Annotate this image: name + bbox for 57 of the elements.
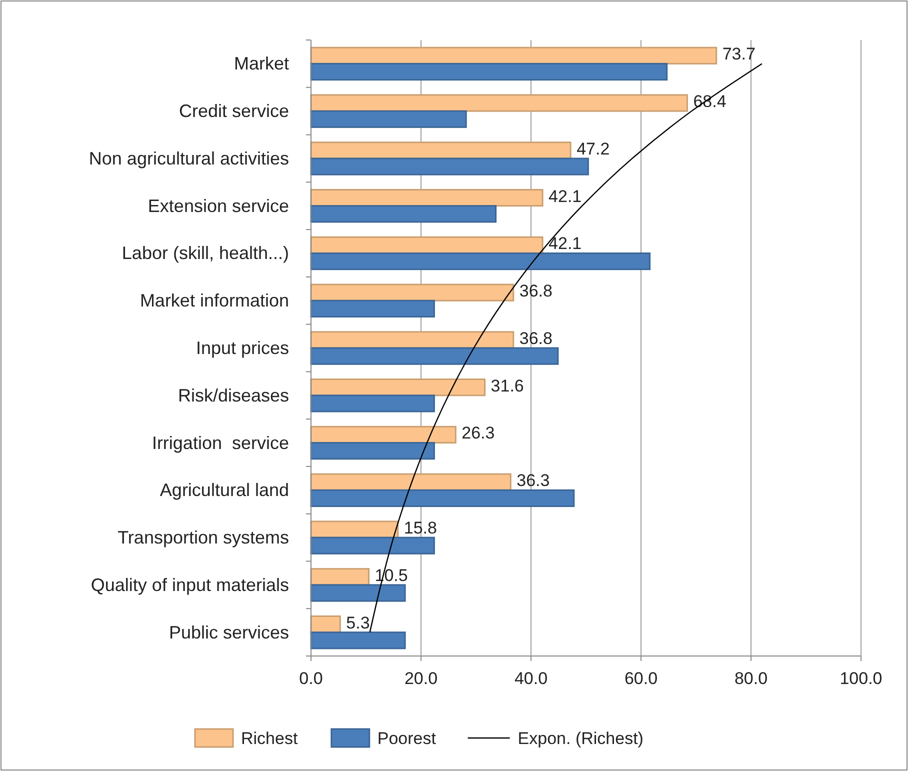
legend-label: Richest [241,729,298,748]
bar [310,158,589,176]
x-tick-label: 40.0 [514,669,548,688]
data-label: 36.8 [519,328,552,348]
y-tick-label: Market information [140,290,289,311]
bar [310,426,456,444]
bar [310,473,512,491]
data-label: 5.3 [346,613,370,632]
bar [310,300,435,318]
bar [310,489,575,508]
y-tick-label: Quality of input materials [90,574,289,595]
bar [310,205,497,223]
y-tick-label: Non agricultural activities [88,148,289,168]
legend-label: Expon. (Richest) [518,729,644,748]
y-tick-label: Market [234,54,289,74]
x-tick-label: 20.0 [404,669,438,688]
bar [310,110,467,128]
bar [310,347,559,365]
data-label: 42.1 [548,234,582,254]
bar [310,520,399,538]
bar [310,62,668,81]
data-label: 31.6 [490,376,524,396]
x-tick-label: 100.0 [840,669,882,688]
data-label: 36.3 [516,471,550,490]
y-tick-label: Labor (skill, health...) [122,243,289,264]
y-tick-label: Risk/diseases [178,385,289,406]
bar [310,584,406,602]
bar [310,331,514,349]
x-tick-label: 0.0 [299,669,323,688]
y-tick-label: Input prices [196,338,289,358]
bar [310,188,544,207]
data-label: 26.3 [462,424,495,443]
bar [310,394,435,412]
bar [310,378,486,396]
bar [310,46,718,64]
bar [310,252,651,270]
bar [310,536,435,554]
bar [310,236,544,254]
bar [310,284,514,302]
y-tick-label: Agricultural land [160,480,289,500]
data-label: 73.7 [722,44,756,64]
data-label: 42.1 [548,186,582,206]
y-tick-label: Credit service [178,101,289,122]
bar [310,94,688,112]
bar [310,142,572,160]
y-tick-label: Irrigation service [152,432,289,453]
bar [310,442,435,460]
y-tick-label: Extension service [148,196,289,216]
x-tick-label: 60.0 [624,669,658,688]
data-label: 15.8 [404,518,437,538]
data-label: 47.2 [576,139,610,158]
y-tick-label: Public services [168,622,289,642]
y-tick-label: Transportion systems [118,528,289,548]
legend-label: Poorest [377,729,436,748]
bar [310,632,406,650]
data-label: 36.8 [519,282,552,301]
x-tick-label: 80.0 [734,669,768,688]
